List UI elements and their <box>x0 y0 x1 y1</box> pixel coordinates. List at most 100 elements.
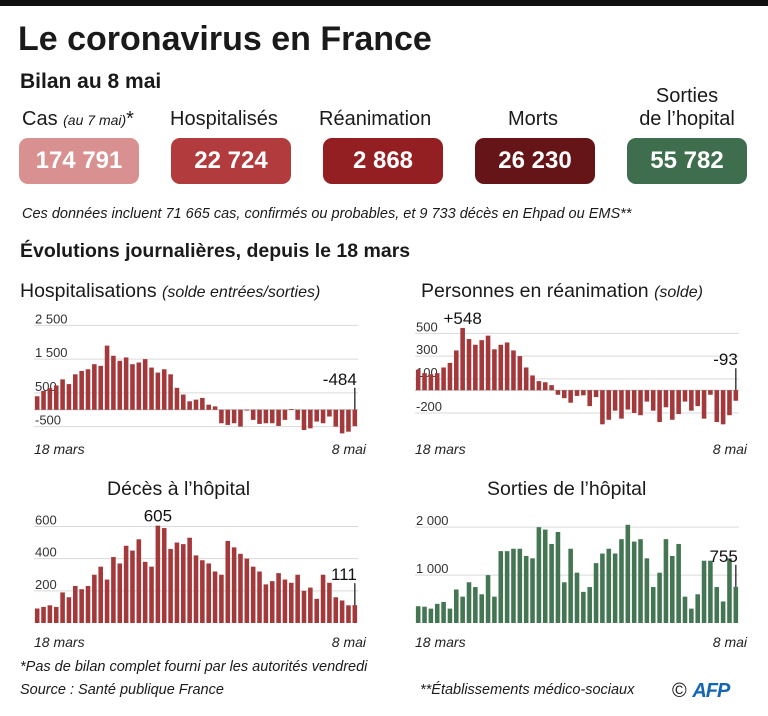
chart-title-hospitalisations: Hospitalisations (solde entrées/sorties) <box>20 280 320 303</box>
chart-bar <box>85 369 91 410</box>
chart-bar <box>650 390 656 411</box>
chart-bar <box>219 409 224 424</box>
chart-bar <box>568 548 573 623</box>
chart-bar <box>619 539 624 623</box>
chart-bar <box>523 555 529 623</box>
chart-bar <box>727 390 732 416</box>
chart-bar <box>631 541 637 623</box>
chart-bar <box>53 606 59 623</box>
chart-bar <box>269 409 275 424</box>
chart-bar <box>689 608 694 623</box>
chart-hospitalisations: 2 500 1 500 500 -500 -484 18 mars 8 mai <box>34 311 367 457</box>
x-end-label: 8 mai <box>713 634 748 650</box>
chart-bar <box>149 566 154 623</box>
chart-bar <box>301 590 307 623</box>
chart-bar <box>250 566 256 623</box>
chart-bar <box>111 355 116 410</box>
chart-bar <box>295 409 300 420</box>
stat-cas-label-note: (au 7 mai) <box>63 112 127 128</box>
chart-bar <box>269 581 275 623</box>
chart-bar <box>314 409 319 422</box>
data-annotation: -484 <box>323 370 357 389</box>
chart-bar <box>289 582 294 623</box>
chart-bar <box>733 390 739 401</box>
chart-bar <box>670 555 675 623</box>
chart-bar <box>511 548 516 623</box>
chart-bar <box>625 390 631 410</box>
chart-bar <box>574 390 580 396</box>
chart-bar <box>250 409 256 420</box>
chart-bar <box>212 406 218 410</box>
chart-bar <box>174 542 180 623</box>
chart-bar <box>549 385 554 391</box>
chart-bar <box>504 342 510 391</box>
chart-bar <box>327 409 332 417</box>
chart-bar <box>206 563 211 623</box>
y-tick-label: 1 500 <box>35 345 68 360</box>
chart-bar <box>663 539 669 623</box>
chart-bar <box>555 390 561 395</box>
stat-cas-label-mark: * <box>126 108 134 130</box>
chart-bar <box>708 390 713 395</box>
chart-bar <box>282 409 288 420</box>
chart-bar <box>212 571 218 623</box>
chart-bar <box>244 409 250 411</box>
chart-bar <box>339 409 345 434</box>
chart-bar <box>181 394 186 410</box>
chart-bar <box>479 594 484 623</box>
y-tick-label: 2 500 <box>35 311 68 326</box>
chart-deces: 600 400 200 605 111 18 mars 8 mai <box>34 507 367 650</box>
stat-label-hospitalises: Hospitalisés <box>170 108 278 130</box>
chart-bar <box>53 385 59 410</box>
chart-bar <box>85 585 91 623</box>
source-line: Source : Santé publique France <box>20 682 224 698</box>
chart-bar <box>428 608 434 623</box>
chart-bar <box>257 571 262 623</box>
chart-bar <box>485 335 491 391</box>
chart-bar <box>142 561 148 623</box>
chart-bar <box>142 359 148 410</box>
chart-bar <box>695 390 700 407</box>
y-tick-label: 2 000 <box>416 513 449 528</box>
chart-bar <box>238 553 243 623</box>
chart-bar <box>714 587 720 623</box>
x-end-label: 8 mai <box>332 441 367 457</box>
chart-bar <box>136 539 142 623</box>
chart-bar <box>79 370 84 410</box>
stat-label-morts: Morts <box>508 108 558 130</box>
chart-bar <box>289 409 294 410</box>
chart-bar <box>530 558 535 623</box>
chart-bar <box>587 390 592 407</box>
chart-bar <box>485 575 491 623</box>
chart-bar <box>631 390 637 413</box>
chart-bar <box>187 537 192 623</box>
chart-bar <box>225 409 231 425</box>
chart-bar <box>123 357 129 410</box>
chart-bar <box>720 390 726 425</box>
data-annotation: 755 <box>709 547 737 566</box>
chart-bar <box>714 390 720 423</box>
afp-logo: © AFP <box>672 680 730 703</box>
chart-bar <box>276 573 281 623</box>
y-tick-label: 400 <box>35 545 57 560</box>
chart-bar <box>619 390 624 419</box>
chart-bar <box>733 586 739 623</box>
chart-bar <box>447 362 453 391</box>
section-title: Évolutions journalières, depuis le 18 ma… <box>20 240 411 262</box>
chart-bar <box>206 404 211 410</box>
page-title: Le coronavirus en France <box>18 20 432 58</box>
chart-bar <box>346 409 351 432</box>
chart-bar <box>352 409 358 427</box>
chart-bar <box>473 344 478 391</box>
chart-title-hosp-note: (solde entrées/sorties) <box>162 284 321 301</box>
stat-value-hospitalises: 22 724 <box>171 138 291 184</box>
chart-bar <box>511 350 516 391</box>
chart-bar <box>650 587 656 623</box>
chart-bar <box>339 600 345 623</box>
chart-bar <box>231 409 237 424</box>
chart-bar <box>536 381 542 391</box>
chart-bar <box>200 397 205 410</box>
chart-bar <box>727 558 732 623</box>
chart-bar <box>219 574 224 623</box>
